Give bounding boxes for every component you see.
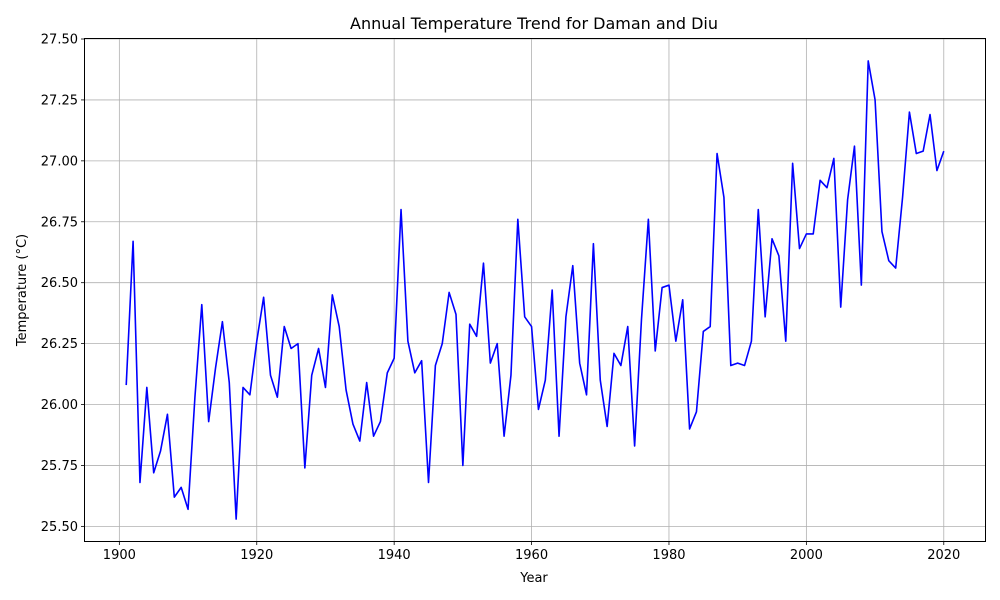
temperature-series-line [125,60,945,520]
x-tick-label: 1920 [240,548,273,563]
grid-lines [85,38,985,541]
x-axis-ticks: 1900 1920 1940 1960 1980 2000 2020 [103,541,960,563]
y-tick-label: 27.50 [41,33,78,48]
x-tick-label: 1940 [378,548,411,563]
y-tick-label: 27.25 [41,93,78,108]
x-axis-label: Year [519,571,548,586]
y-tick-label: 25.50 [41,520,78,535]
x-tick-label: 1980 [652,548,685,563]
x-tick-label: 2020 [927,548,960,563]
y-axis-ticks: 25.50 25.75 26.00 26.25 26.50 26.75 27.00 27.25… [41,33,85,535]
y-tick-label: 25.75 [41,459,78,474]
y-axis-label: Temperature (°C) [15,234,30,347]
chart-title: Annual Temperature Trend for Daman and D… [350,14,718,33]
plot-frame [84,38,986,542]
y-tick-label: 26.50 [41,276,78,291]
y-tick-label: 26.25 [41,337,78,352]
x-tick-label: 1960 [515,548,548,563]
y-tick-label: 26.00 [41,398,78,413]
x-tick-label: 2000 [790,548,823,563]
y-tick-label: 26.75 [41,215,78,230]
series-layer [125,60,945,520]
x-tick-label: 1900 [103,548,136,563]
y-tick-label: 27.00 [41,154,78,169]
